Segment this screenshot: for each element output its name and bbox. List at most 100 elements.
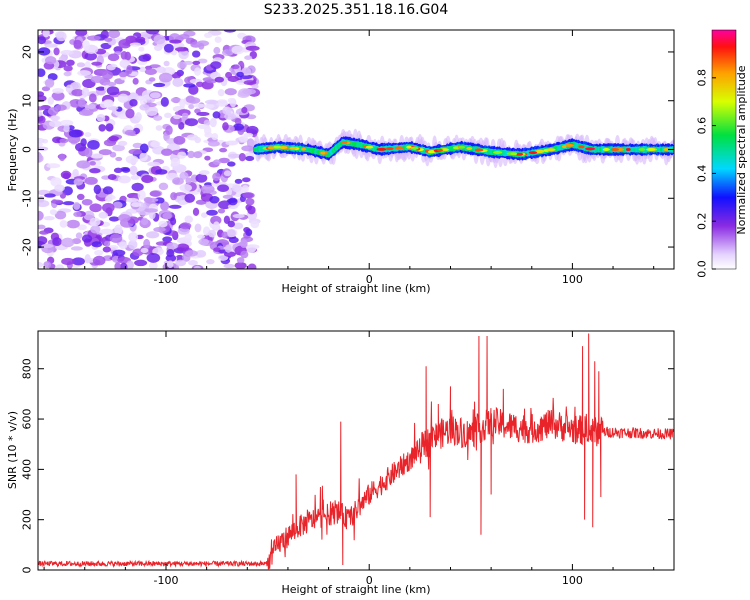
heatmap-noise-cell	[162, 236, 173, 243]
heatmap-noise-cell	[38, 195, 45, 203]
heatmap-noise-cell	[63, 124, 70, 133]
heatmap-noise-cell	[73, 211, 82, 217]
heatmap-noise-cell	[38, 262, 44, 268]
heatmap-noise-cell	[240, 239, 248, 248]
heatmap-peak-cell	[376, 147, 387, 151]
heatmap-noise-cell	[145, 30, 160, 35]
heatmap-noise-cell	[73, 178, 84, 186]
heatmap-noise-cell	[179, 171, 189, 180]
heatmap-cells	[38, 30, 674, 269]
heatmap-noise-cell	[163, 60, 170, 67]
colorbar-gradient	[711, 29, 737, 270]
heatmap-noise-cell	[223, 263, 235, 269]
heatmap-noise-cell	[125, 108, 135, 119]
heatmap-noise-cell	[38, 68, 46, 77]
heatmap-noise-cell	[247, 263, 257, 269]
heatmap-noise-cell	[178, 121, 185, 130]
heatmap-noise-cell	[242, 192, 255, 199]
heatmap-noise-cell	[201, 212, 208, 218]
heatmap-noise-cell	[38, 115, 46, 124]
heatmap-noise-cell	[204, 32, 213, 39]
snr-x-axis-title: Height of straight line (km)	[281, 583, 430, 596]
heatmap-peak-cell	[386, 147, 394, 151]
heatmap-noise-cell	[161, 148, 173, 156]
heatmap-noise-cell	[170, 217, 177, 226]
heatmap-noise-cell	[194, 136, 202, 144]
heatmap-noise-cell	[250, 220, 260, 229]
heatmap-noise-cell	[170, 192, 178, 201]
colorbar-tick-label: 0.2	[696, 212, 709, 230]
heatmap-noise-cell	[102, 186, 114, 195]
heatmap-noise-cell	[234, 178, 243, 184]
heatmap-noise-cell	[221, 49, 234, 56]
heatmap-noise-cell	[222, 122, 229, 131]
heatmap-noise-cell	[217, 89, 225, 97]
heatmap-noise-cell	[135, 111, 142, 122]
heatmap-noise-cell	[89, 161, 96, 166]
heatmap-x-tick-label: 100	[562, 273, 583, 286]
heatmap-noise-cell	[98, 124, 106, 132]
heatmap-y-tick-label: -20	[21, 238, 34, 256]
heatmap-peak-cell	[458, 145, 466, 149]
heatmap-noise-cell	[225, 140, 239, 146]
heatmap-noise-cell	[118, 241, 128, 250]
heatmap-noise-cell	[77, 224, 87, 231]
heatmap-noise-cell	[125, 155, 139, 164]
heatmap-noise-cell	[77, 70, 92, 77]
heatmap-peak-cell	[534, 149, 545, 153]
heatmap-noise-cell	[113, 46, 123, 53]
snr-y-tick-label: 200	[21, 509, 34, 530]
heatmap-noise-cell	[198, 238, 210, 246]
heatmap-noise-cell	[60, 49, 74, 55]
heatmap-noise-cell	[153, 227, 166, 233]
heatmap-noise-cell	[136, 95, 145, 101]
heatmap-noise-cell	[198, 42, 205, 50]
heatmap-noise-cell	[176, 243, 190, 252]
heatmap-noise-cell	[211, 132, 219, 141]
heatmap-noise-cell	[38, 36, 46, 45]
heatmap-noise-cell	[150, 140, 161, 148]
heatmap-noise-cell	[177, 151, 187, 159]
heatmap-noise-cell	[75, 232, 83, 239]
heatmap-noise-cell	[241, 106, 248, 114]
heatmap-noise-cell	[227, 161, 236, 167]
snr-x-tick-label: 0	[366, 574, 373, 587]
heatmap-noise-cell	[204, 132, 213, 138]
heatmap-noise-cell	[89, 203, 102, 213]
heatmap-noise-cell	[179, 184, 192, 192]
heatmap-noise-cell	[38, 142, 44, 147]
heatmap-noise-cell	[241, 145, 255, 152]
heatmap-noise-cell	[71, 238, 82, 245]
heatmap-noise-cell	[59, 138, 69, 144]
heatmap-noise-cell	[224, 113, 237, 120]
heatmap-noise-cell	[130, 175, 140, 180]
heatmap-noise-cell	[117, 93, 129, 103]
heatmap-noise-cell	[233, 222, 244, 230]
heatmap-noise-cell	[52, 237, 62, 247]
heatmap-peak-cell	[466, 146, 473, 150]
heatmap-noise-cell	[207, 229, 217, 238]
heatmap-noise-cell	[127, 92, 140, 102]
heatmap-noise-cell	[231, 64, 240, 70]
heatmap-noise-cell	[46, 163, 61, 169]
heatmap-noise-cell	[246, 125, 259, 135]
heatmap-peak-cell	[493, 150, 503, 154]
heatmap-noise-cell	[95, 86, 107, 91]
heatmap-noise-cell	[192, 60, 201, 65]
heatmap-noise-cell	[58, 153, 66, 162]
heatmap-noise-cell	[178, 33, 190, 40]
heatmap-noise-cell	[178, 49, 189, 60]
heatmap-peak-cell	[625, 148, 631, 151]
heatmap-noise-cell	[146, 231, 160, 239]
heatmap-noise-cell	[106, 86, 120, 96]
heatmap-noise-cell	[218, 157, 230, 164]
heatmap-noise-cell	[221, 231, 229, 239]
heatmap-noise-cell	[251, 84, 259, 89]
heatmap-noise-cell	[117, 175, 131, 184]
heatmap-noise-cell	[223, 30, 237, 33]
heatmap-noise-cell	[104, 99, 114, 108]
heatmap-noise-cell	[50, 115, 61, 121]
heatmap-noise-cell	[140, 217, 149, 226]
heatmap-noise-cell	[227, 204, 238, 210]
